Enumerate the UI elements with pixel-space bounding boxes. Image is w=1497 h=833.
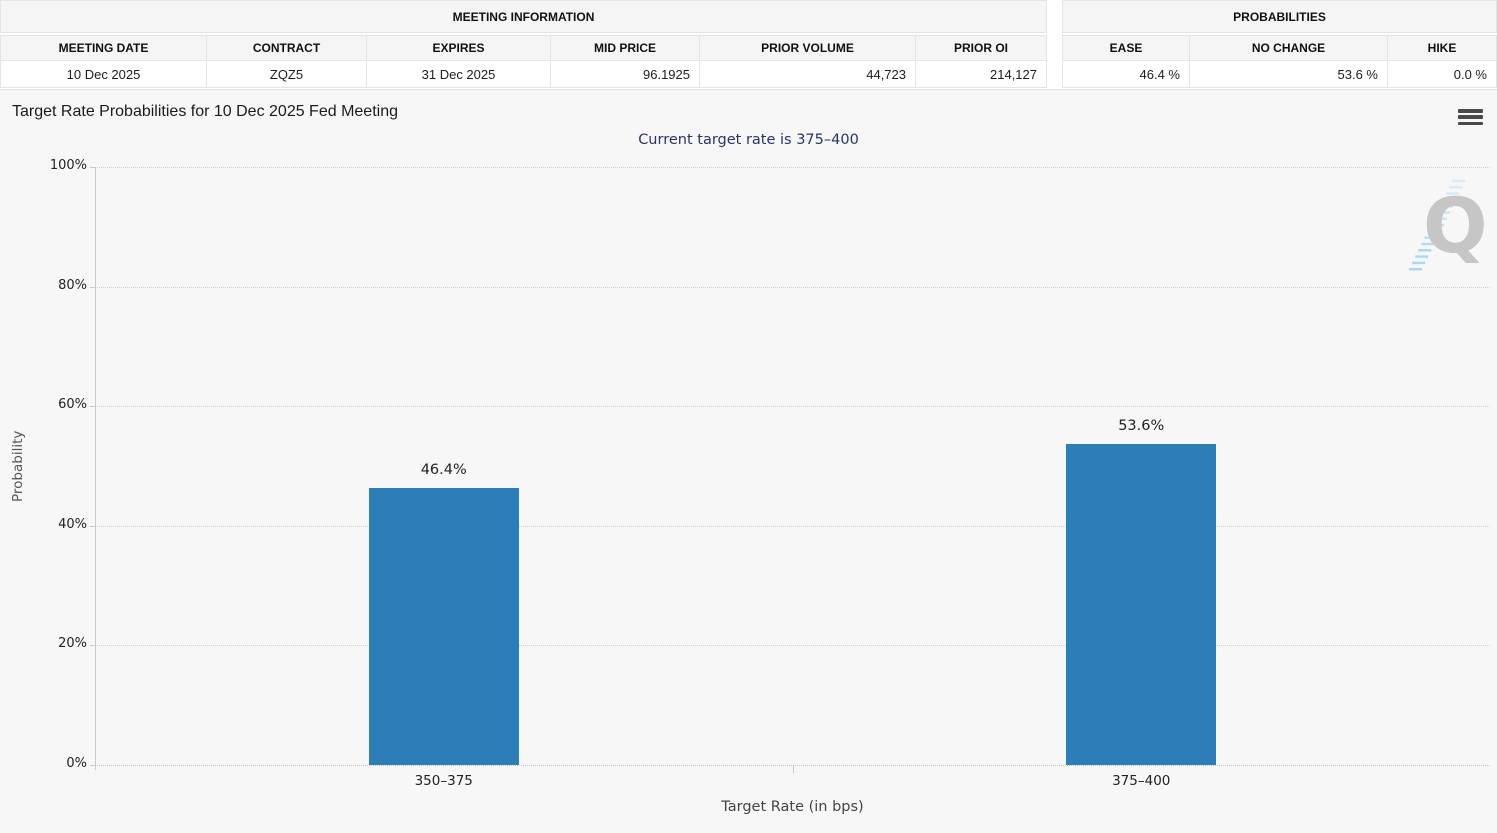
prior-volume-value: 44,723 bbox=[700, 61, 916, 87]
probabilities-header-row: EASE NO CHANGE HIKE bbox=[1062, 35, 1497, 61]
chart-title: Target Rate Probabilities for 10 Dec 202… bbox=[12, 103, 398, 120]
x-axis-title: Target Rate (in bps) bbox=[721, 799, 864, 815]
meeting-date-value: 10 Dec 2025 bbox=[0, 61, 207, 87]
meeting-information-header-row: MEETING DATE CONTRACT EXPIRES MID PRICE … bbox=[0, 35, 1047, 61]
target-rate-probabilities-chart: Target Rate Probabilities for 10 Dec 202… bbox=[0, 89, 1497, 833]
y-tick-label: 20% bbox=[58, 636, 87, 652]
y-axis-tick bbox=[90, 406, 95, 408]
svg-text:Q: Q bbox=[1423, 181, 1488, 270]
meeting-information-caption: MEETING INFORMATION bbox=[0, 0, 1047, 33]
mid-price-value: 96.1925 bbox=[551, 61, 700, 87]
ease-header: EASE bbox=[1062, 36, 1190, 60]
prior-oi-value: 214,127 bbox=[916, 61, 1047, 87]
prior-volume-header: PRIOR VOLUME bbox=[700, 36, 916, 60]
y-axis-title: Probability bbox=[10, 430, 26, 502]
expires-header: EXPIRES bbox=[367, 36, 551, 60]
x-category-label: 350–375 bbox=[414, 773, 473, 789]
y-tick-label: 0% bbox=[66, 756, 87, 771]
y-axis-line bbox=[95, 167, 96, 770]
y-axis-tick bbox=[90, 525, 95, 527]
hike-value: 0.0 % bbox=[1388, 61, 1497, 87]
quikstrike-q-watermark: Q bbox=[1409, 179, 1488, 271]
y-tick-label: 80% bbox=[58, 277, 87, 293]
chart-subtitle: Current target rate is 375–400 bbox=[638, 132, 859, 148]
ease-value: 46.4 % bbox=[1062, 61, 1190, 87]
probabilities-data-row: 46.4 % 53.6 % 0.0 % bbox=[1062, 61, 1497, 88]
bar-375–400[interactable] bbox=[1066, 444, 1217, 765]
y-axis-tick bbox=[90, 645, 95, 647]
probabilities-table: PROBABILITIES EASE NO CHANGE HIKE 46.4 %… bbox=[1062, 0, 1497, 89]
top-summary-tables: MEETING INFORMATION MEETING DATE CONTRAC… bbox=[0, 0, 1497, 89]
bar-value-label: 53.6% bbox=[1118, 418, 1165, 435]
contract-value: ZQZ5 bbox=[207, 61, 367, 87]
probabilities-caption: PROBABILITIES bbox=[1062, 0, 1497, 33]
y-axis-tick bbox=[90, 286, 95, 288]
no-change-header: NO CHANGE bbox=[1190, 36, 1388, 60]
x-category-label: 375–400 bbox=[1112, 773, 1171, 789]
y-tick-label: 60% bbox=[58, 397, 87, 413]
prior-oi-header: PRIOR OI bbox=[916, 36, 1047, 60]
expires-value: 31 Dec 2025 bbox=[367, 61, 551, 87]
chart-context-menu-button[interactable] bbox=[1458, 109, 1483, 125]
meeting-information-data-row: 10 Dec 2025 ZQZ5 31 Dec 2025 96.1925 44,… bbox=[0, 61, 1047, 88]
y-gridline bbox=[95, 406, 1490, 408]
y-gridline bbox=[95, 525, 1490, 527]
bar-350–375[interactable] bbox=[368, 487, 519, 765]
y-tick-label: 40% bbox=[58, 516, 87, 532]
meeting-date-header: MEETING DATE bbox=[0, 36, 207, 60]
hike-header: HIKE bbox=[1388, 36, 1497, 60]
y-gridline bbox=[95, 645, 1490, 647]
contract-header: CONTRACT bbox=[207, 36, 367, 60]
y-tick-label: 100% bbox=[49, 158, 87, 173]
plot-area: Q 0% 20% 40% 60% 80% 100% 46.4% 350–375 53.6% 375… bbox=[0, 90, 1497, 833]
y-gridline bbox=[95, 167, 1490, 168]
bar-value-label: 46.4% bbox=[420, 461, 467, 478]
y-gridline bbox=[95, 286, 1490, 288]
y-axis-tick bbox=[90, 167, 95, 168]
x-axis-tick bbox=[792, 765, 794, 773]
meeting-information-table: MEETING INFORMATION MEETING DATE CONTRAC… bbox=[0, 0, 1047, 89]
hamburger-menu-icon bbox=[1458, 109, 1483, 113]
mid-price-header: MID PRICE bbox=[551, 36, 700, 60]
y-axis-tick bbox=[90, 765, 95, 766]
no-change-value: 53.6 % bbox=[1190, 61, 1388, 87]
